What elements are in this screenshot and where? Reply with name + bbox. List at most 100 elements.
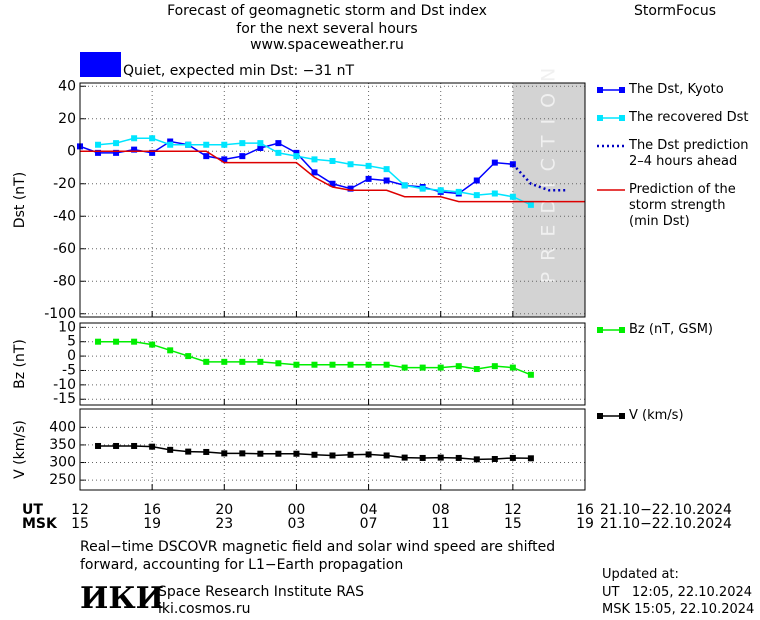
x-tick-label: 00: [288, 502, 306, 518]
legend-label: The Dst prediction 2–4 hours ahead: [629, 138, 749, 169]
data-point: [221, 450, 228, 457]
data-point: [347, 361, 354, 368]
data-point: [401, 454, 408, 461]
status-box: [80, 52, 121, 77]
msk-label: MSK: [22, 516, 58, 532]
data-point: [329, 158, 336, 164]
y-tick-label: 300: [49, 455, 76, 471]
y-axis-label: Dst (nT): [12, 172, 28, 228]
ut-range: 21.10−22.10.2024: [600, 502, 732, 518]
y-tick-label: -60: [53, 241, 76, 257]
updated-title: Updated at:: [602, 567, 679, 582]
data-point: [113, 149, 120, 156]
data-point: [221, 358, 228, 365]
plot-frame: [79, 82, 586, 318]
title-line: for the next several hours: [236, 21, 417, 37]
x-tick-label-msk: 23: [215, 516, 233, 532]
data-point: [383, 361, 390, 368]
x-tick-label: 16: [143, 502, 161, 518]
institute: Space Research Institute RAS: [158, 584, 364, 600]
series-line: [511, 163, 567, 192]
updated-ut: UT 12:05, 22.10.2024: [602, 585, 753, 600]
y-axis-label: V (km/s): [12, 420, 28, 479]
y-tick-label: -20: [53, 176, 76, 192]
data-point: [275, 450, 282, 457]
data-point: [257, 450, 264, 457]
data-point: [329, 452, 336, 459]
legend-label: Bz (nT, GSM): [629, 322, 714, 337]
x-tick-label: 08: [432, 502, 450, 518]
data-point: [365, 361, 372, 368]
y-tick-label: 400: [49, 419, 76, 435]
x-tick-label: 16: [576, 502, 594, 518]
plot-area: [80, 409, 585, 490]
data-point: [257, 140, 264, 147]
data-point: [113, 442, 120, 449]
x-tick-label: 04: [360, 502, 378, 518]
x-tick-label-msk: 15: [504, 516, 522, 532]
data-point: [293, 450, 300, 457]
data-point: [275, 149, 282, 156]
plot-frame: [79, 408, 586, 491]
y-tick-label: 0: [67, 143, 76, 159]
x-tick-label-msk: 15: [71, 516, 89, 532]
status-text: Quiet, expected min Dst: −31 nT: [123, 63, 355, 79]
data-point: [131, 146, 138, 153]
data-point: [347, 161, 354, 168]
data-point: [365, 451, 372, 458]
data-point: [131, 338, 138, 345]
legend-marker: [619, 327, 625, 333]
y-tick-label: -100: [44, 306, 76, 322]
data-point: [437, 364, 444, 371]
data-point: [293, 361, 300, 368]
legend-marker: [619, 413, 625, 419]
data-point: [329, 180, 336, 187]
data-point: [113, 338, 120, 345]
data-point: [455, 454, 462, 461]
x-tick-label-msk: 19: [576, 516, 594, 532]
data-point: [311, 156, 318, 163]
title-line: Forecast of geomagnetic storm and Dst in…: [167, 3, 487, 19]
data-point: [311, 451, 318, 458]
data-point: [95, 338, 102, 345]
series-line: [80, 150, 585, 203]
logo: ИКИ: [80, 581, 164, 616]
data-point: [167, 138, 174, 145]
data-point: [509, 454, 516, 461]
data-point: [527, 455, 534, 462]
data-point: [509, 193, 516, 200]
data-point: [491, 159, 498, 166]
legend-marker: [619, 115, 625, 121]
data-point: [149, 341, 156, 348]
updated-msk: MSK 15:05, 22.10.2024: [602, 602, 755, 617]
data-point: [419, 185, 426, 192]
product-name: StormFocus: [634, 3, 716, 19]
data-point: [185, 448, 192, 455]
x-tick-label-msk: 07: [360, 516, 378, 532]
data-point: [275, 360, 282, 367]
data-point: [167, 141, 174, 148]
site: iki.cosmos.ru: [158, 601, 250, 617]
data-point: [221, 156, 228, 163]
y-tick-label: -10: [53, 377, 76, 393]
msk-range: 21.10−22.10.2024: [600, 516, 732, 532]
legend-label: The recovered Dst: [629, 110, 749, 125]
data-point: [419, 454, 426, 461]
data-point: [239, 153, 246, 160]
data-point: [203, 141, 210, 148]
legend-label: Prediction of the storm strength (min Ds…: [629, 182, 736, 229]
y-tick-label: 0: [67, 348, 76, 364]
y-tick-label: 40: [58, 78, 76, 94]
footer-note: Real−time DSCOVR magnetic field and sola…: [80, 539, 556, 573]
x-tick-label-msk: 03: [288, 516, 306, 532]
data-point: [239, 140, 246, 147]
data-point: [419, 364, 426, 371]
y-tick-label: -80: [53, 273, 76, 289]
data-point: [401, 364, 408, 371]
data-point: [473, 192, 480, 199]
data-point: [113, 140, 120, 147]
data-point: [167, 347, 174, 354]
data-point: [527, 201, 534, 208]
data-point: [239, 450, 246, 457]
